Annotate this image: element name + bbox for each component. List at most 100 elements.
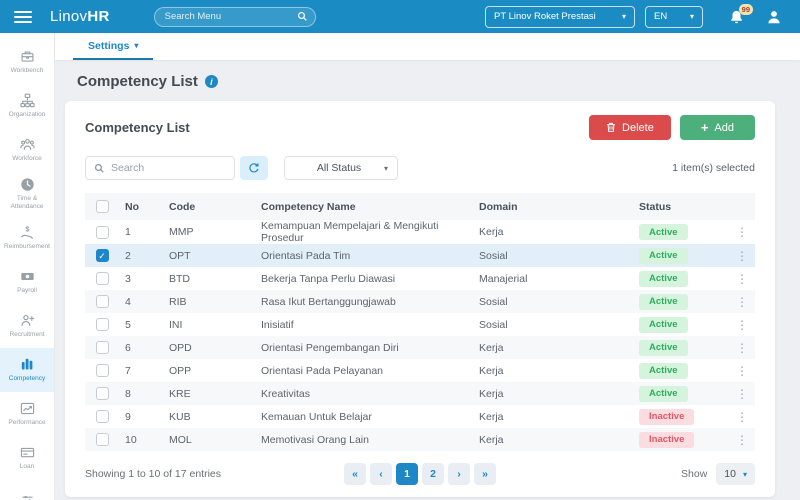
kebab-menu-icon[interactable]: ⋮ — [736, 432, 748, 447]
sidebar-item-workforce[interactable]: Workforce — [0, 128, 54, 172]
kebab-menu-icon[interactable]: ⋮ — [736, 363, 748, 378]
tab-settings[interactable]: Settings ▾ — [73, 33, 154, 60]
kebab-menu-icon[interactable]: ⋮ — [736, 340, 748, 355]
card-icon — [20, 445, 35, 460]
table-search-input[interactable] — [111, 162, 226, 174]
org-chart-icon — [19, 93, 35, 108]
cell-competency-name: Rasa Ikut Bertanggungjawab — [261, 295, 396, 308]
kebab-menu-icon[interactable]: ⋮ — [736, 386, 748, 401]
cell-competency-name: Kemampuan Mempelajari & Mengikuti Prosed… — [261, 220, 439, 244]
refresh-button[interactable] — [240, 156, 268, 180]
sidebar-item-loan[interactable]: Loan — [0, 436, 54, 480]
cell-competency-name: Kemauan Untuk Belajar — [261, 410, 372, 423]
table-row: 9 KUB Kemauan Untuk Belajar Kerja Inactive ⋮ — [85, 405, 755, 428]
kebab-menu-icon[interactable]: ⋮ — [736, 225, 748, 239]
kebab-menu-icon[interactable]: ⋮ — [736, 248, 748, 263]
row-checkbox[interactable] — [95, 318, 109, 331]
delete-button[interactable]: Delete — [589, 115, 671, 140]
cell-code: KRE — [169, 387, 191, 400]
search-icon — [297, 11, 308, 22]
cell-competency-name: Kreativitas — [261, 387, 311, 400]
row-checkbox[interactable]: ✓ — [95, 249, 109, 262]
table-search-box[interactable] — [85, 156, 235, 180]
app-logo[interactable]: LinovHR — [50, 8, 110, 25]
kebab-menu-icon[interactable]: ⋮ — [736, 317, 748, 332]
select-all-checkbox[interactable] — [95, 200, 109, 213]
cell-competency-name: Memotivasi Orang Lain — [261, 433, 369, 446]
kebab-menu-icon[interactable]: ⋮ — [736, 294, 748, 309]
sidebar-item-recruitment[interactable]: Recruitment — [0, 304, 54, 348]
bar-chart-icon — [19, 356, 35, 372]
status-badge: Inactive — [639, 408, 695, 425]
next-page-button[interactable]: › — [448, 463, 470, 485]
table-row: 10 MOL Memotivasi Orang Lain Kerja Inactive ⋮ — [85, 428, 755, 451]
cell-code: RIB — [169, 295, 187, 308]
header-competency-name: Competency Name — [255, 193, 473, 220]
kebab-menu-icon[interactable]: ⋮ — [736, 271, 748, 286]
show-label: Show — [681, 468, 708, 480]
company-selector[interactable]: PT Linov Roket Prestasi ▾ — [485, 5, 635, 28]
cell-domain: Kerja — [479, 226, 504, 238]
sidebar-item-time-attendance[interactable]: Time & Attendance — [0, 172, 54, 216]
last-page-button[interactable]: » — [474, 463, 496, 485]
row-checkbox[interactable] — [95, 341, 109, 354]
table-body: 1 MMP Kemampuan Mempelajari & Mengikuti Pr… — [85, 220, 755, 451]
sidebar-item-label: Workbench — [10, 66, 44, 74]
row-checkbox[interactable] — [95, 433, 109, 446]
row-checkbox[interactable] — [95, 364, 109, 377]
sidebar-item-more[interactable] — [0, 480, 54, 500]
competency-table: No Code Competency Name Domain Status 1 M… — [85, 193, 755, 451]
sidebar-item-label: Organization — [8, 110, 46, 118]
prev-page-button[interactable]: ‹ — [370, 463, 392, 485]
sidebar-item-reimbursement[interactable]: $ Reimbursement — [0, 216, 54, 260]
info-icon[interactable]: i — [204, 75, 218, 88]
cell-code: INI — [169, 318, 183, 331]
cell-no: 7 — [125, 364, 131, 377]
table-row: 4 RIB Rasa Ikut Bertanggungjawab Sosial Acti… — [85, 290, 755, 313]
status-badge: Active — [639, 270, 688, 287]
cell-competency-name: Inisiatif — [261, 318, 294, 331]
page-size-select[interactable]: 10 ▾ — [716, 463, 755, 485]
sidebar-item-performance[interactable]: Performance — [0, 392, 54, 436]
person-add-icon — [20, 313, 35, 328]
cell-domain: Kerja — [479, 433, 504, 446]
add-button[interactable]: + Add — [679, 115, 755, 140]
status-filter-select[interactable]: All Status ▾ — [284, 156, 398, 180]
status-badge: Active — [639, 247, 688, 264]
row-checkbox[interactable] — [95, 272, 109, 285]
row-checkbox[interactable] — [95, 410, 109, 423]
status-badge: Active — [639, 385, 688, 402]
trash-icon — [606, 122, 616, 133]
user-profile-button[interactable] — [766, 9, 782, 25]
sidebar-item-label: Performance — [8, 418, 46, 426]
sidebar-item-payroll[interactable]: Payroll — [0, 260, 54, 304]
cell-code: BTD — [169, 272, 190, 285]
cell-code: KUB — [169, 410, 191, 423]
notifications-button[interactable]: 99 — [729, 3, 753, 25]
menu-search-input[interactable] — [164, 11, 297, 22]
kebab-menu-icon[interactable]: ⋮ — [736, 409, 748, 424]
row-checkbox[interactable] — [95, 295, 109, 308]
page-button-2[interactable]: 2 — [422, 463, 444, 485]
sidebar-item-workbench[interactable]: Workbench — [0, 40, 54, 84]
menu-search-box[interactable] — [153, 6, 316, 27]
hamburger-menu-icon[interactable] — [14, 10, 32, 23]
plus-icon: + — [700, 120, 709, 135]
selection-count-text: 1 item(s) selected — [672, 162, 755, 174]
first-page-button[interactable]: « — [344, 463, 366, 485]
language-selector[interactable]: EN ▾ — [645, 5, 703, 28]
caret-down-icon: ▾ — [134, 41, 139, 50]
row-checkbox[interactable] — [95, 387, 109, 400]
row-checkbox[interactable] — [95, 225, 109, 239]
sliders-icon — [20, 493, 35, 500]
sidebar-item-organization[interactable]: Organization — [0, 84, 54, 128]
sidebar-item-competency[interactable]: Competency — [0, 348, 54, 392]
sidebar-item-label: Loan — [19, 462, 35, 470]
clock-icon — [20, 177, 35, 192]
cell-code: OPD — [169, 341, 192, 354]
page-title: Competency List — [77, 73, 198, 90]
people-icon — [19, 137, 35, 152]
caret-down-icon: ▾ — [689, 12, 694, 21]
page-button-1[interactable]: 1 — [396, 463, 418, 485]
status-badge: Active — [639, 339, 688, 356]
